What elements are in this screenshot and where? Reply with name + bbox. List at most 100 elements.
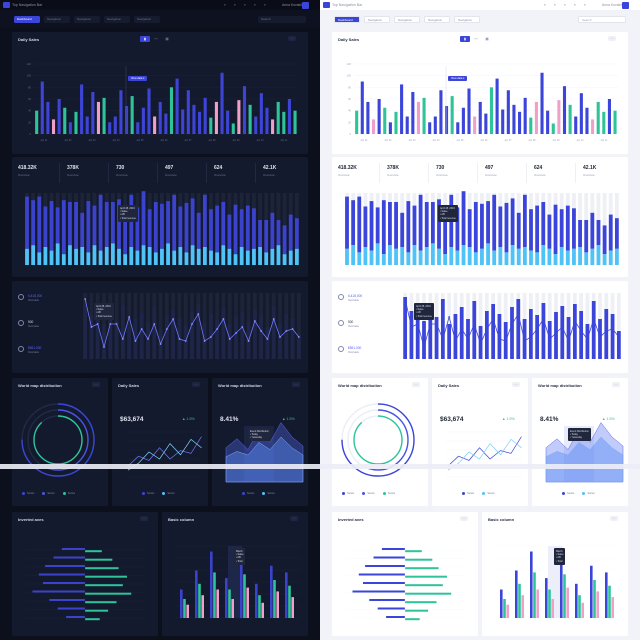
line-chart-icon[interactable]: 〜	[474, 37, 478, 41]
bar	[215, 319, 220, 359]
mail-icon[interactable]: ▪	[564, 1, 566, 7]
bar-sales	[584, 220, 589, 253]
bar-sales	[498, 206, 503, 247]
stat-tile: 418.32K Overview	[332, 163, 380, 183]
bar-affi	[467, 247, 472, 265]
more-options-button[interactable]: ⋯	[192, 382, 200, 387]
more-options-button[interactable]: ⋯	[612, 382, 620, 387]
chart-tooltip: April 28, 2019 • Sales • Affi • Total reven…	[414, 303, 434, 320]
globe-icon[interactable]: ▪	[584, 1, 586, 7]
globe-icon[interactable]: ▪	[264, 1, 266, 7]
trend-point	[504, 340, 507, 342]
column-bar	[611, 597, 614, 618]
bar-sales	[123, 218, 128, 255]
trend-point	[485, 328, 488, 330]
x-tick-label: Apr 02	[64, 139, 72, 142]
bar	[478, 101, 482, 134]
bar-sales	[74, 202, 78, 249]
bar-sales	[504, 202, 509, 253]
trend-point	[536, 328, 539, 330]
bar	[478, 326, 483, 359]
calendar-icon[interactable]: ▪	[554, 1, 556, 7]
y-tick-label: 80	[348, 85, 351, 89]
more-options-button[interactable]: ⋯	[140, 516, 148, 521]
tab-dashboard[interactable]: Dashboard	[334, 16, 360, 23]
y-tick-label: 0	[350, 132, 352, 136]
bar-chart-icon[interactable]: ▮	[460, 36, 470, 42]
settings-icon[interactable]: ▪	[574, 1, 576, 7]
side-metric: $561,000 Overview	[18, 345, 78, 359]
stat-label: Overview	[485, 173, 497, 177]
bar-right	[85, 575, 127, 578]
bar-chart-icon[interactable]: ▮	[140, 36, 150, 42]
view-data-tooltip[interactable]: View data ▾	[128, 76, 148, 81]
inverted-axes-card: Inverted axes ⋯	[12, 512, 158, 636]
bar-right	[405, 584, 443, 587]
brand-logo[interactable]	[323, 2, 330, 8]
tab-dashboard[interactable]: Dashboard	[14, 16, 40, 23]
tooltip-row: March	[236, 549, 243, 553]
bar-affi	[55, 243, 60, 265]
grid-icon[interactable]: ▦	[165, 37, 169, 41]
bell-icon[interactable]: ▪	[544, 1, 546, 7]
bar	[497, 314, 502, 359]
view-data-tooltip[interactable]: View data ▾	[448, 76, 468, 81]
avatar[interactable]	[622, 1, 629, 9]
bar	[141, 107, 145, 134]
ghost-bar	[127, 293, 132, 359]
x-tick-label: Apr 03	[408, 139, 416, 142]
bar-affi	[74, 248, 78, 265]
bar-affi	[565, 250, 570, 265]
more-options-button[interactable]: ⋯	[608, 36, 616, 41]
line-chart-icon[interactable]: 〜	[154, 37, 158, 41]
tab-navigation[interactable]: Navigation	[364, 16, 390, 23]
calendar-icon[interactable]: ▪	[234, 1, 236, 7]
bar	[541, 303, 546, 359]
more-options-button[interactable]: ⋯	[288, 36, 296, 41]
card-title: Daily Sales	[118, 383, 140, 388]
brand-logo[interactable]	[3, 2, 10, 8]
bar	[226, 110, 230, 134]
more-options-button[interactable]: ⋯	[460, 516, 468, 521]
trend-point	[580, 330, 583, 332]
column-bar	[593, 580, 596, 618]
bar	[147, 88, 151, 134]
tab-navigation[interactable]: Navigation	[104, 16, 130, 23]
more-options-button[interactable]: ⋯	[92, 382, 100, 387]
legend-label: Series	[587, 492, 595, 496]
bar	[453, 314, 458, 359]
bar-sales	[602, 225, 607, 255]
bar	[516, 299, 521, 359]
avatar[interactable]	[302, 1, 309, 9]
tab-navigation[interactable]: Navigation	[134, 16, 160, 23]
trend-point	[441, 338, 444, 340]
bell-icon[interactable]: ▪	[224, 1, 226, 7]
more-options-button[interactable]: ⋯	[292, 382, 300, 387]
bar	[540, 72, 544, 134]
bar-affi	[553, 254, 558, 265]
grid-icon[interactable]: ▦	[485, 37, 489, 41]
more-options-button[interactable]: ⋯	[412, 382, 420, 387]
tab-navigation[interactable]: Navigation	[394, 16, 420, 23]
tab-navigation[interactable]: Navigation	[424, 16, 450, 23]
search-input[interactable]: Search	[578, 16, 626, 23]
bar	[551, 123, 555, 134]
search-input[interactable]: Search	[258, 16, 306, 23]
ring-segment	[27, 409, 89, 471]
more-options-button[interactable]: ⋯	[290, 516, 298, 521]
bar	[439, 90, 443, 134]
more-options-button[interactable]: ⋯	[610, 516, 618, 521]
trend-point	[555, 332, 557, 334]
settings-icon[interactable]: ▪	[254, 1, 256, 7]
tab-navigation[interactable]: Navigation	[454, 16, 480, 23]
daily-sales-card: Daily Sales ▮ 〜 ▦ ⋯ 120 100 80 60 40 20 0 Apr 01 Apr …	[332, 32, 628, 154]
bar-affi	[375, 243, 380, 265]
trend-point	[511, 323, 513, 325]
mail-icon[interactable]: ▪	[244, 1, 246, 7]
tab-navigation[interactable]: Navigation	[44, 16, 70, 23]
bar-affi	[153, 252, 158, 265]
stat-tile: 730 Overview	[110, 163, 158, 183]
legend-label: Series	[47, 492, 55, 496]
tab-navigation[interactable]: Navigation	[74, 16, 100, 23]
more-options-button[interactable]: ⋯	[512, 382, 520, 387]
